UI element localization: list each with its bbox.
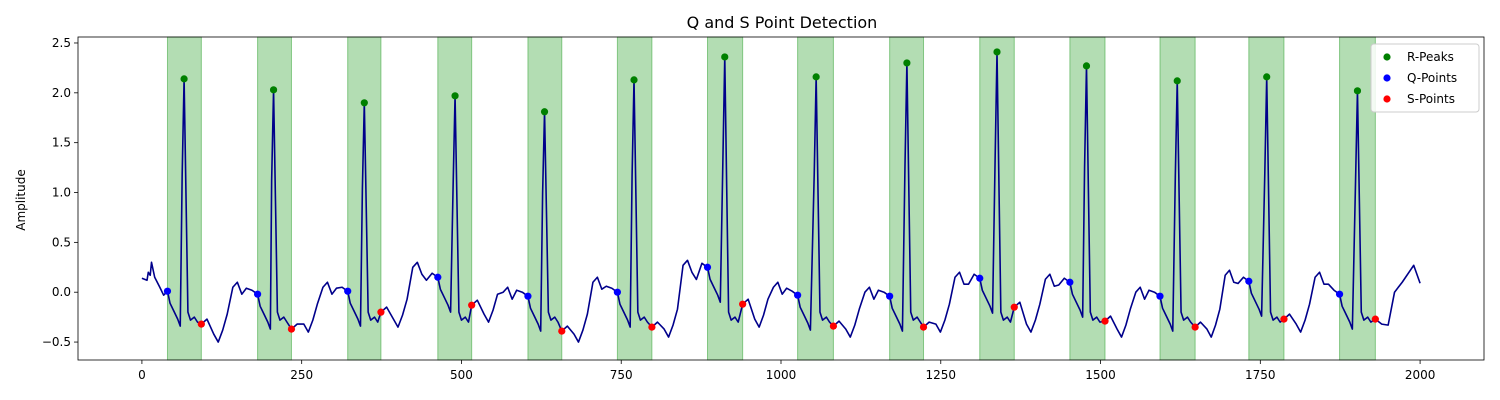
r-peak-marker [540, 108, 549, 116]
r-peak-marker [993, 48, 1001, 56]
y-tick-label: 2.5 [52, 36, 71, 50]
y-tick-label: 0.0 [52, 285, 71, 299]
s-point-marker [197, 320, 205, 328]
legend-swatch-r-peak [1383, 53, 1391, 61]
r-peak-marker [1082, 62, 1091, 70]
r-peak-marker [1353, 87, 1362, 95]
r-peak-marker [180, 75, 188, 83]
s-point-marker [739, 300, 747, 308]
q-point-marker [253, 290, 262, 298]
s-point-marker [558, 327, 566, 335]
q-point-marker [613, 288, 621, 296]
x-tick-label: 0 [138, 368, 146, 382]
q-point-marker [344, 287, 352, 295]
s-point-marker [377, 308, 385, 316]
y-tick-label: 1.5 [52, 136, 71, 150]
q-point-marker [1156, 292, 1164, 300]
legend-label-s-point: S-Points [1407, 92, 1455, 106]
s-point-marker [1191, 323, 1199, 331]
chart-title: Q and S Point Detection [687, 13, 878, 32]
legend-swatch-s-point [1383, 95, 1391, 103]
q-point-marker [794, 291, 802, 299]
r-peak-marker [630, 76, 638, 84]
q-point-marker [434, 273, 442, 281]
s-point-marker [1371, 315, 1379, 323]
s-point-marker [1101, 317, 1109, 325]
s-point-marker [287, 325, 296, 333]
r-peak-marker [903, 59, 911, 67]
s-point-marker [648, 323, 656, 331]
q-point-marker [1066, 278, 1074, 286]
x-tick-label: 1750 [1245, 368, 1276, 382]
s-point-marker [919, 323, 928, 331]
s-point-marker [468, 301, 476, 309]
x-tick-label: 2000 [1405, 368, 1436, 382]
shaded-interval-5 [527, 36, 563, 361]
s-point-marker [829, 322, 838, 330]
y-axis: −0.5 0.0 0.5 1.0 1.5 2.0 2.5 [42, 36, 78, 349]
shaded-interval-3 [347, 36, 382, 361]
legend-box [1370, 43, 1480, 113]
y-tick-label: 2.0 [52, 86, 71, 100]
x-tick-label: 250 [290, 368, 313, 382]
q-point-marker [1245, 277, 1253, 285]
y-tick-label: 0.5 [52, 235, 71, 249]
q-point-marker [1335, 290, 1344, 298]
x-tick-label: 750 [610, 368, 633, 382]
detected-points [163, 48, 1379, 335]
r-peak-marker [269, 86, 278, 94]
y-tick-label: −0.5 [42, 335, 71, 349]
r-peak-marker [1173, 77, 1181, 85]
y-tick-label: 1.0 [52, 186, 71, 200]
legend-swatch-q-point [1383, 74, 1391, 82]
x-tick-label: 1000 [766, 368, 797, 382]
s-point-marker [1280, 315, 1288, 323]
r-peak-marker [721, 53, 729, 61]
y-axis-label: Amplitude [14, 169, 28, 231]
r-peak-marker [1263, 73, 1271, 81]
s-point-marker [1010, 303, 1018, 311]
legend: R-Peaks Q-Points S-Points [1370, 43, 1480, 113]
x-axis: 0 250 500 750 1000 1250 1500 1750 2000 [138, 360, 1435, 382]
q-point-marker [524, 292, 532, 300]
shaded-interval-4 [437, 36, 473, 361]
q-point-marker [976, 274, 984, 282]
x-tick-label: 500 [450, 368, 473, 382]
q-point-marker [703, 263, 712, 271]
r-peak-marker [451, 92, 459, 100]
legend-label-r-peak: R-Peaks [1407, 50, 1454, 64]
q-point-marker [886, 292, 894, 300]
legend-label-q-point: Q-Points [1407, 71, 1457, 85]
r-peak-marker [812, 73, 820, 81]
r-peak-marker [360, 99, 368, 107]
x-tick-label: 1500 [1085, 368, 1116, 382]
q-point-marker [163, 287, 172, 295]
x-tick-label: 1250 [925, 368, 956, 382]
